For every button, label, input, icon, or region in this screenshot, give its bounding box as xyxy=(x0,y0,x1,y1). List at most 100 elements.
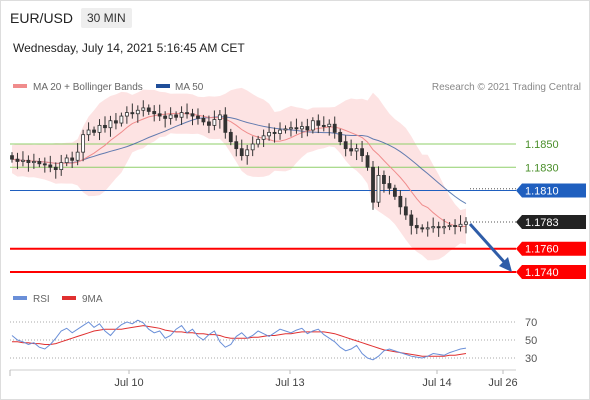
candle xyxy=(234,135,239,157)
candle-body xyxy=(92,129,96,133)
ma20-legend-label: MA 20 + Bollinger Bands xyxy=(33,82,143,93)
candle-body xyxy=(207,121,211,126)
candle-body xyxy=(53,166,58,170)
level-value: 1.1783 xyxy=(525,217,559,229)
candle-body xyxy=(135,109,140,115)
candle xyxy=(278,122,282,140)
candle xyxy=(141,100,146,117)
candle-body xyxy=(81,134,86,153)
candle xyxy=(338,128,343,146)
level-tag-bg xyxy=(516,241,586,256)
candle xyxy=(135,105,140,123)
x-tick-label: Jul 10 xyxy=(114,377,143,389)
rsi-tick-label: 70 xyxy=(525,317,537,329)
candle-body xyxy=(338,131,343,143)
candle xyxy=(349,139,354,156)
candle xyxy=(289,121,293,137)
candle-body xyxy=(354,148,359,152)
level-tag-1-1783: 1.1783 xyxy=(516,214,586,229)
candle xyxy=(97,119,102,141)
candle xyxy=(458,215,463,232)
candle-body xyxy=(70,157,75,161)
candle xyxy=(464,217,468,234)
rsi-legend-swatch xyxy=(13,296,27,300)
candle-body xyxy=(26,159,31,164)
candle xyxy=(179,106,184,125)
candle-body xyxy=(59,162,64,170)
candle xyxy=(37,157,42,168)
candle-body xyxy=(316,120,321,126)
candle xyxy=(53,162,58,179)
candle-body xyxy=(223,114,228,133)
candle xyxy=(436,221,441,237)
candle-body xyxy=(48,164,53,168)
candle-body xyxy=(272,131,277,134)
level-value: 1.1850 xyxy=(525,139,559,151)
rsi-line xyxy=(11,319,467,361)
candle-body xyxy=(376,175,381,203)
x-tick-label: Jul 13 xyxy=(275,377,304,389)
candle xyxy=(228,128,233,146)
candle-body xyxy=(190,113,195,117)
candle xyxy=(130,103,135,119)
candle xyxy=(174,111,179,121)
candle xyxy=(387,175,392,195)
candle-body xyxy=(343,141,348,150)
symbol-label: EUR/USD xyxy=(10,10,74,26)
candle xyxy=(376,166,381,208)
candle xyxy=(168,107,173,125)
candle xyxy=(316,114,321,134)
ma20-line xyxy=(11,112,467,228)
level-tag-bg xyxy=(516,265,586,279)
candle xyxy=(119,112,124,127)
candle-body xyxy=(174,114,179,118)
candle xyxy=(414,217,419,235)
timeframe-badge[interactable]: 30 MIN xyxy=(81,8,132,28)
candle-body xyxy=(305,126,310,131)
rsi-ma-line xyxy=(12,325,467,357)
candle-body xyxy=(130,112,135,115)
candle xyxy=(403,197,408,220)
candle-body xyxy=(168,114,173,119)
candles xyxy=(10,100,468,237)
candle-body xyxy=(403,206,408,216)
x-tick-label: Jul 26 xyxy=(488,377,517,389)
candle-body xyxy=(201,118,206,123)
moving-averages xyxy=(11,112,467,228)
candle-body xyxy=(256,138,261,145)
candle-body xyxy=(436,226,441,229)
candle xyxy=(212,110,217,131)
candle xyxy=(239,139,244,161)
candle xyxy=(272,127,277,143)
candle xyxy=(310,117,315,134)
rsi-ma-legend-label: 9MA xyxy=(82,294,103,305)
candle xyxy=(267,123,271,141)
candle-body xyxy=(228,131,233,143)
x-axis: Jul 10 Jul 13 Jul 14 Jul 26 xyxy=(9,370,518,389)
candle-body xyxy=(261,135,266,140)
candle xyxy=(201,114,206,126)
candle xyxy=(299,121,304,138)
bollinger-band xyxy=(12,87,466,261)
candle-body xyxy=(37,161,42,165)
candle xyxy=(398,190,403,215)
candle-body xyxy=(245,149,250,157)
candle xyxy=(223,107,228,139)
candle xyxy=(360,140,364,162)
candle xyxy=(114,113,118,130)
candle-body xyxy=(21,159,25,162)
candle xyxy=(365,152,370,171)
candle xyxy=(305,118,310,137)
candle xyxy=(196,108,200,125)
level-tag-bg xyxy=(516,214,586,229)
candle-body xyxy=(119,115,124,124)
candle-body xyxy=(420,227,425,230)
candle xyxy=(81,129,86,162)
candle-body xyxy=(239,148,244,157)
candle xyxy=(59,154,64,176)
candle-body xyxy=(86,129,91,136)
candle-body xyxy=(431,226,436,229)
level-tags: 1.1850 1.1830 1.1810 1.1783 1.1760 1.1740 xyxy=(516,139,586,279)
candle xyxy=(157,104,162,121)
